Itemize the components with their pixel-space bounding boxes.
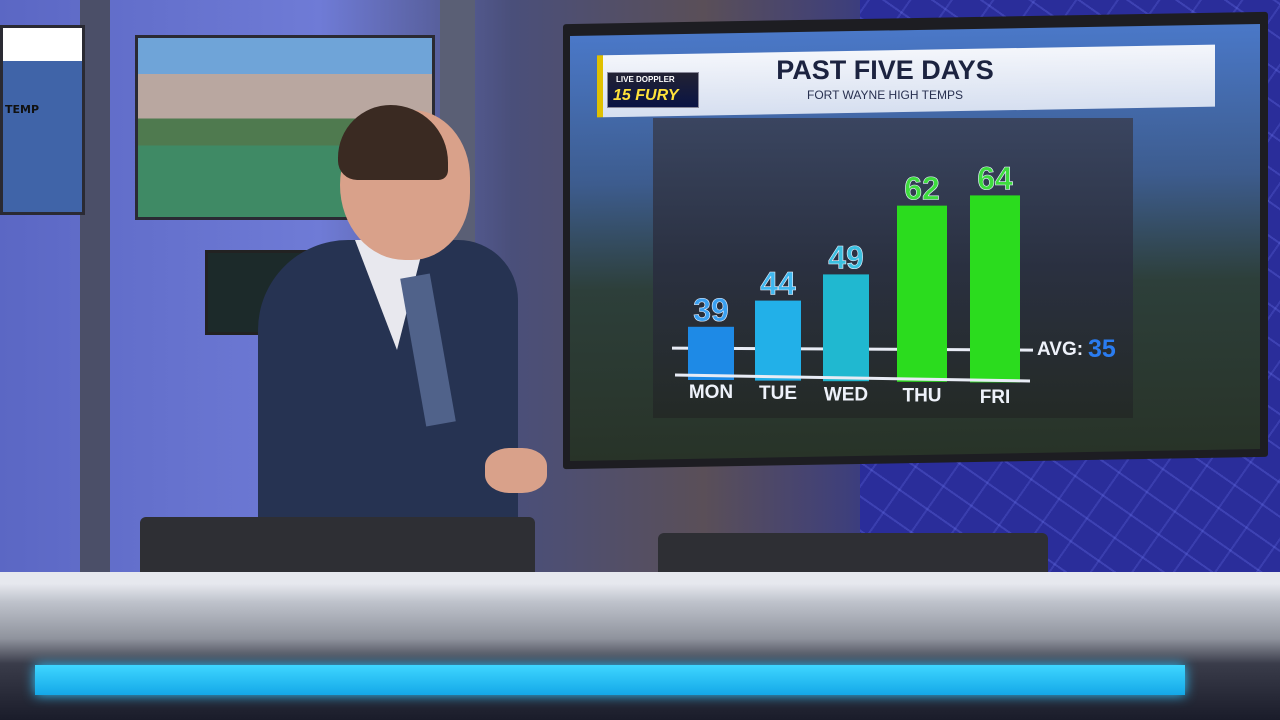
value-label-mon: 39 xyxy=(693,292,729,328)
monitor-label: TEMP xyxy=(5,103,40,116)
bar-tue xyxy=(755,300,801,381)
background-monitor: TEMP xyxy=(0,25,85,215)
average-value: 35 xyxy=(1088,335,1116,363)
bar-fri xyxy=(970,195,1020,383)
station-logo: LIVE DOPPLER 15 FURY xyxy=(607,72,699,108)
average-label: AVG: xyxy=(1037,339,1083,360)
bar-mon xyxy=(688,326,734,380)
bar-wed xyxy=(823,274,869,382)
value-label-tue: 44 xyxy=(760,266,796,302)
category-label-tue: TUE xyxy=(759,383,797,404)
logo-line1: LIVE DOPPLER xyxy=(616,75,675,84)
category-label-thu: THU xyxy=(902,386,941,407)
studio-pillar xyxy=(80,0,110,590)
category-label-fri: FRI xyxy=(980,387,1011,408)
value-label-thu: 62 xyxy=(904,171,940,207)
value-label-fri: 64 xyxy=(977,160,1013,196)
chart-subtitle: FORT WAYNE HIGH TEMPS xyxy=(806,88,964,102)
logo-line2: 15 FURY xyxy=(613,87,679,104)
anchor-desk xyxy=(0,572,1280,720)
value-label-wed: 49 xyxy=(828,239,864,275)
category-label-wed: WED xyxy=(824,384,868,405)
category-label-mon: MON xyxy=(689,382,733,403)
desk-led-strip xyxy=(35,665,1185,695)
chart-title: PAST FIVE DAYS xyxy=(776,55,994,85)
hand xyxy=(485,448,547,493)
bar-thu xyxy=(897,205,947,382)
x-axis-baseline xyxy=(674,373,1031,383)
